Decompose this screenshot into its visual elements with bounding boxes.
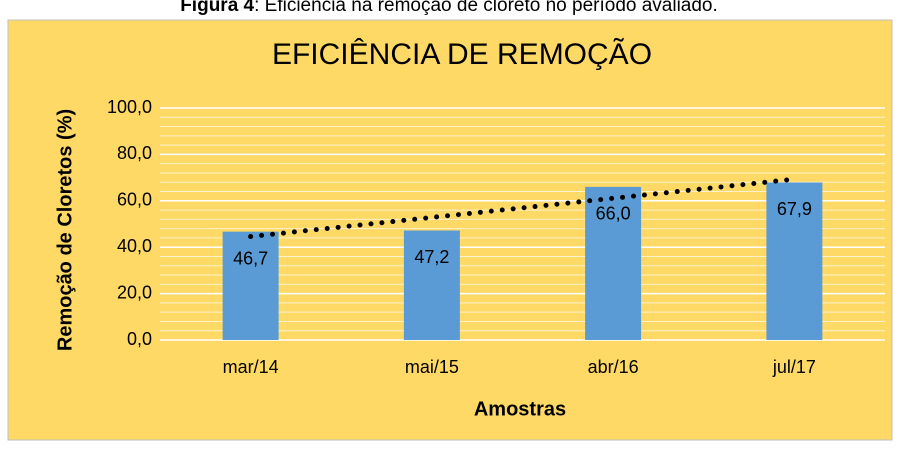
- trendline: [248, 176, 797, 240]
- y-axis-label: Remoção de Cloretos (%): [54, 109, 76, 351]
- y-tick-label: 60,0: [117, 190, 152, 210]
- x-tick-label: jul/17: [772, 357, 816, 377]
- caption-text: : Eficiência na remoção de cloreto no pe…: [254, 0, 718, 16]
- y-tick-label: 100,0: [107, 97, 152, 117]
- chart-background: [7, 19, 893, 441]
- bar: [585, 186, 642, 340]
- y-tick-label: 0,0: [127, 329, 152, 349]
- data-label: 46,7: [233, 248, 268, 268]
- x-tick-label: mai/15: [405, 357, 459, 377]
- bar: [403, 230, 460, 340]
- y-tick-label: 80,0: [117, 143, 152, 163]
- x-tick-label: abr/16: [588, 357, 639, 377]
- chart-title: EFICIÊNCIA DE REMOÇÃO: [272, 37, 652, 71]
- bar: [222, 231, 279, 340]
- figure-caption: Figura 4: Eficiência na remoção de clore…: [180, 0, 718, 16]
- data-label: 66,0: [596, 204, 631, 224]
- caption-label: Figura 4: [180, 0, 254, 16]
- x-tick-label: mar/14: [223, 357, 279, 377]
- x-axis-label: Amostras: [474, 398, 566, 420]
- bar: [766, 182, 823, 340]
- data-label: 47,2: [414, 247, 449, 267]
- data-label: 67,9: [777, 199, 812, 219]
- y-tick-label: 20,0: [117, 282, 152, 302]
- y-tick-label: 40,0: [117, 236, 152, 256]
